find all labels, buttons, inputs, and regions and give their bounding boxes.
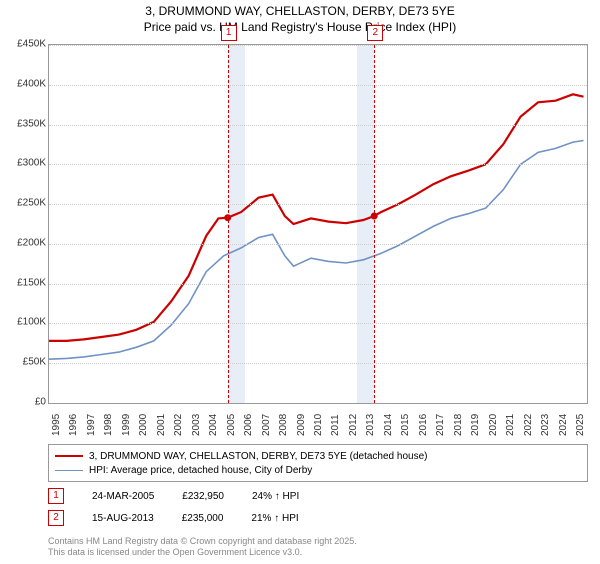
- y-tick-label: £450K: [6, 39, 46, 50]
- x-tick-label: 2024: [558, 414, 569, 436]
- sale-price-2: £235,000: [182, 513, 224, 524]
- y-gridline: [49, 45, 587, 46]
- x-tick-label: 2002: [173, 414, 184, 436]
- x-tick-label: 2015: [400, 414, 411, 436]
- y-gridline: [49, 284, 587, 285]
- marker-label: 2: [367, 25, 383, 41]
- legend-label-1: 3, DRUMMOND WAY, CHELLASTON, DERBY, DE73…: [89, 451, 427, 462]
- y-tick-label: £200K: [6, 237, 46, 248]
- x-tick-label: 2014: [383, 414, 394, 436]
- x-tick-label: 2013: [365, 414, 376, 436]
- x-tick-label: 2011: [330, 414, 341, 436]
- sale-marker-1: 1: [48, 488, 64, 504]
- marker-line: [228, 45, 229, 403]
- x-tick-label: 2003: [191, 414, 202, 436]
- legend-row-1: 3, DRUMMOND WAY, CHELLASTON, DERBY, DE73…: [55, 449, 581, 463]
- x-tick-label: 1995: [51, 414, 62, 436]
- marker-label: 1: [221, 25, 237, 41]
- x-tick-label: 1997: [86, 414, 97, 436]
- footer: Contains HM Land Registry data © Crown c…: [48, 536, 588, 558]
- x-tick-label: 2021: [505, 414, 516, 436]
- y-gridline: [49, 363, 587, 364]
- x-tick-label: 2006: [243, 414, 254, 436]
- y-tick-label: £0: [6, 397, 46, 408]
- footer-line-1: Contains HM Land Registry data © Crown c…: [48, 536, 588, 547]
- x-tick-label: 2010: [313, 414, 324, 436]
- x-tick-label: 2007: [261, 414, 272, 436]
- y-tick-label: £100K: [6, 317, 46, 328]
- x-tick-label: 2016: [418, 414, 429, 436]
- plot-area: 12: [48, 44, 588, 404]
- x-tick-label: 2020: [488, 414, 499, 436]
- x-tick-label: 2025: [575, 414, 586, 436]
- x-tick-label: 2017: [435, 414, 446, 436]
- sale-marker-2: 2: [48, 510, 64, 526]
- y-tick-label: £150K: [6, 277, 46, 288]
- sale-row-2: 2 15-AUG-2013 £235,000 21% ↑ HPI: [48, 510, 588, 526]
- x-tick-label: 1996: [68, 414, 79, 436]
- chart-title: 3, DRUMMOND WAY, CHELLASTON, DERBY, DE73…: [0, 4, 600, 35]
- title-line-2: Price paid vs. HM Land Registry's House …: [0, 20, 600, 36]
- legend-swatch-2: [55, 470, 83, 471]
- title-line-1: 3, DRUMMOND WAY, CHELLASTON, DERBY, DE73…: [0, 4, 600, 20]
- x-tick-label: 1999: [121, 414, 132, 436]
- sale-date-1: 24-MAR-2005: [92, 491, 154, 502]
- x-tick-label: 2018: [453, 414, 464, 436]
- sale-date-2: 15-AUG-2013: [92, 513, 154, 524]
- y-gridline: [49, 125, 587, 126]
- y-tick-label: £350K: [6, 118, 46, 129]
- x-tick-label: 2001: [156, 414, 167, 436]
- x-tick-label: 2008: [278, 414, 289, 436]
- y-gridline: [49, 204, 587, 205]
- x-tick-label: 2009: [296, 414, 307, 436]
- marker-line: [374, 45, 375, 403]
- sale-hpi-1: 24% ↑ HPI: [252, 491, 299, 502]
- sale-row-1: 1 24-MAR-2005 £232,950 24% ↑ HPI: [48, 488, 588, 504]
- x-tick-label: 2000: [138, 414, 149, 436]
- y-tick-label: £50K: [6, 357, 46, 368]
- series-price_paid: [49, 94, 584, 341]
- y-tick-label: £300K: [6, 158, 46, 169]
- y-gridline: [49, 85, 587, 86]
- x-tick-label: 1998: [103, 414, 114, 436]
- chart-container: 3, DRUMMOND WAY, CHELLASTON, DERBY, DE73…: [0, 4, 600, 564]
- legend-row-2: HPI: Average price, detached house, City…: [55, 463, 581, 477]
- sale-price-1: £232,950: [182, 491, 224, 502]
- y-tick-label: £250K: [6, 198, 46, 209]
- sale-hpi-2: 21% ↑ HPI: [251, 513, 298, 524]
- x-tick-label: 2005: [226, 414, 237, 436]
- y-gridline: [49, 164, 587, 165]
- y-gridline: [49, 323, 587, 324]
- legend-swatch-1: [55, 455, 83, 457]
- footer-line-2: This data is licensed under the Open Gov…: [48, 547, 588, 558]
- x-tick-label: 2023: [540, 414, 551, 436]
- y-tick-label: £400K: [6, 78, 46, 89]
- x-tick-label: 2022: [523, 414, 534, 436]
- x-tick-label: 2004: [208, 414, 219, 436]
- series-hpi: [49, 141, 584, 360]
- legend: 3, DRUMMOND WAY, CHELLASTON, DERBY, DE73…: [48, 444, 588, 482]
- x-tick-label: 2019: [470, 414, 481, 436]
- line-svg: [49, 45, 587, 403]
- y-gridline: [49, 244, 587, 245]
- legend-label-2: HPI: Average price, detached house, City…: [89, 465, 312, 476]
- x-tick-label: 2012: [348, 414, 359, 436]
